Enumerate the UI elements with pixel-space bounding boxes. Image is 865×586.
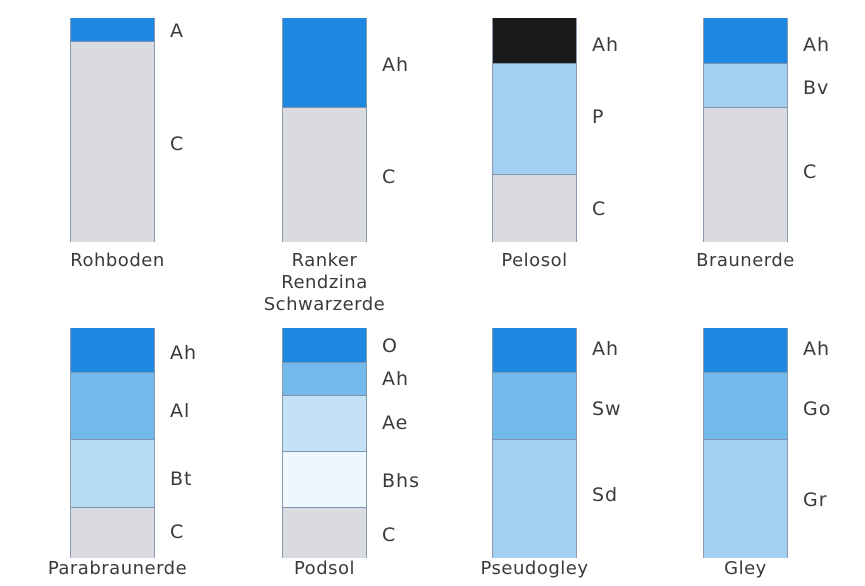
horizon-layer <box>71 42 154 242</box>
profile-name: Podsol <box>235 558 415 580</box>
profile-name: Ranker Rendzina Schwarzerde <box>235 250 415 316</box>
horizon-layer <box>71 373 154 440</box>
profile-name: Gley <box>656 558 836 580</box>
horizon-layer <box>71 508 154 558</box>
horizon-label: C <box>382 524 397 546</box>
profile-name: Pelosol <box>445 250 625 272</box>
profile-name: Pseudogley <box>445 558 625 580</box>
horizon-layer <box>493 175 576 242</box>
horizon-label: Bv <box>803 77 830 99</box>
horizon-label: Ah <box>592 34 620 56</box>
profile-name-line: Schwarzerde <box>263 294 386 315</box>
horizon-layer <box>704 440 787 558</box>
horizon-label: C <box>803 161 818 183</box>
profile-name-line: Ranker <box>291 250 358 271</box>
soil-profile-column <box>70 18 155 242</box>
horizon-label: C <box>382 166 397 188</box>
soil-profile-column <box>282 18 367 242</box>
profile-name: Rohboden <box>28 250 208 272</box>
horizon-label: Ah <box>170 342 198 364</box>
horizon-label: Sw <box>592 398 622 420</box>
horizon-layer <box>493 328 576 373</box>
soil-profile-column <box>282 328 367 558</box>
profile-name-line: Parabraunerde <box>47 558 188 579</box>
profile-name-line: Pseudogley <box>480 558 589 579</box>
horizon-label: Sd <box>592 484 619 506</box>
profile-name: Braunerde <box>656 250 836 272</box>
horizon-label: Ah <box>803 338 831 360</box>
horizon-layer <box>283 18 366 108</box>
soil-profile-column <box>492 18 577 242</box>
horizon-layer <box>704 108 787 242</box>
horizon-layer <box>704 328 787 373</box>
horizon-label: Al <box>170 400 191 422</box>
horizon-layer <box>704 18 787 64</box>
profile-name-line: Rohboden <box>70 250 165 271</box>
horizon-layer <box>493 440 576 558</box>
horizon-label: Go <box>803 398 832 420</box>
horizon-label: Bt <box>170 468 193 490</box>
horizon-layer <box>493 64 576 175</box>
profile-name-line: Podsol <box>293 558 356 579</box>
horizon-layer <box>283 328 366 363</box>
horizon-label: Ah <box>382 368 410 390</box>
horizon-label: C <box>592 198 607 220</box>
horizon-label: Ah <box>803 34 831 56</box>
horizon-label: Ah <box>382 54 410 76</box>
soil-profile-column <box>492 328 577 558</box>
horizon-layer <box>71 440 154 508</box>
soil-profile-column <box>703 328 788 558</box>
horizon-label: A <box>170 20 184 42</box>
horizon-label: P <box>592 106 605 128</box>
horizon-label: C <box>170 133 185 155</box>
horizon-label: Bhs <box>382 470 420 492</box>
horizon-layer <box>71 328 154 373</box>
horizon-label: Ah <box>592 338 620 360</box>
horizon-layer <box>493 373 576 440</box>
profile-name-line: Gley <box>724 558 767 579</box>
soil-profile-column <box>703 18 788 242</box>
profile-name-line: Pelosol <box>501 250 568 271</box>
profile-name: Parabraunerde <box>28 558 208 580</box>
horizon-layer <box>704 64 787 108</box>
profile-name-line: Braunerde <box>696 250 795 271</box>
profile-name-line: Rendzina <box>281 272 368 293</box>
soil-profile-column <box>70 328 155 558</box>
horizon-layer <box>283 396 366 452</box>
horizon-label: C <box>170 521 185 543</box>
horizon-layer <box>704 373 787 440</box>
horizon-layer <box>493 18 576 64</box>
horizon-layer <box>283 363 366 396</box>
horizon-layer <box>283 452 366 508</box>
horizon-layer <box>71 18 154 42</box>
horizon-label: Gr <box>803 489 828 511</box>
horizon-layer <box>283 108 366 242</box>
horizon-layer <box>283 508 366 558</box>
horizon-label: Ae <box>382 412 409 434</box>
horizon-label: O <box>382 335 398 357</box>
